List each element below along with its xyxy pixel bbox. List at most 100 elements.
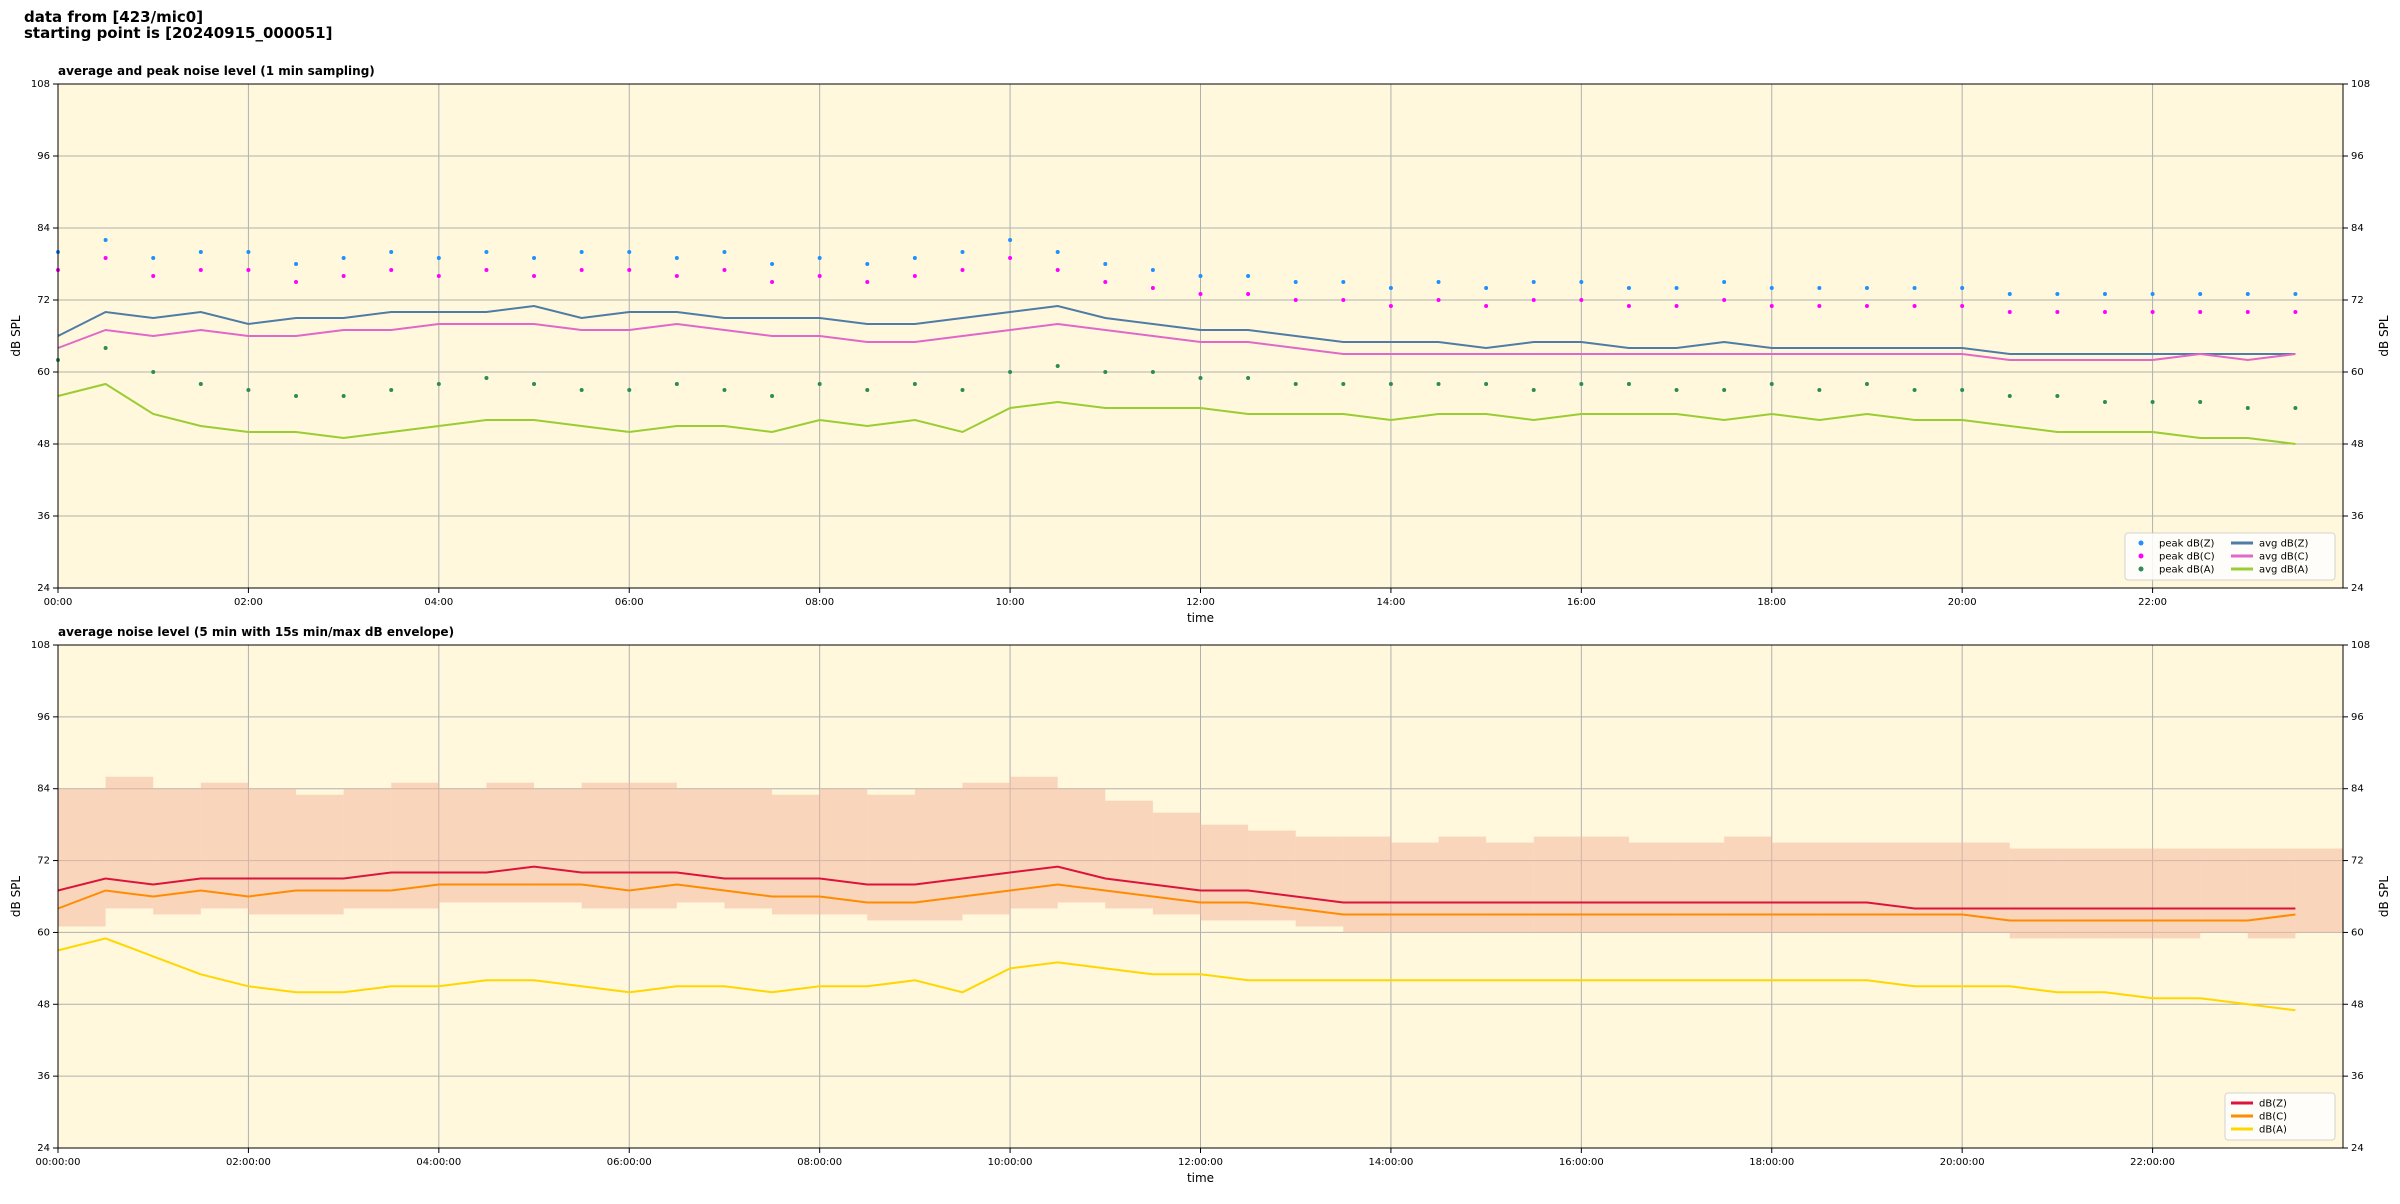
peak-dot: [341, 274, 346, 278]
x-tick-label: 12:00: [1186, 597, 1215, 608]
peak-dot: [532, 382, 537, 386]
x-tick-label: 20:00:00: [1940, 1157, 1985, 1168]
peak-dot: [294, 262, 299, 266]
x-tick-label: 00:00:00: [36, 1157, 81, 1168]
y-tick-label: 48: [37, 999, 50, 1010]
peak-dot: [1864, 286, 1869, 290]
plot-frame: [57, 83, 2344, 589]
y-tick-label: 108: [2351, 79, 2370, 90]
peak-dot: [2102, 310, 2107, 314]
peak-dot: [1674, 388, 1679, 392]
series-line: [57, 322, 2296, 362]
envelope-band: [867, 794, 915, 921]
y-tick-label: 36: [37, 511, 50, 522]
peak-dot: [865, 262, 870, 266]
series-line: [57, 937, 2296, 1012]
peak-dot: [1769, 304, 1774, 308]
y-tick-label: 60: [37, 927, 50, 938]
peak-dot: [1960, 304, 1965, 308]
peak-dot: [1626, 286, 1631, 290]
peak-dot: [1008, 370, 1013, 374]
y-tick-label: 72: [37, 295, 50, 306]
envelope-band: [2009, 848, 2058, 939]
peak-dot: [1055, 268, 1060, 272]
y-tick-label: 84: [2351, 223, 2364, 234]
header-line: starting point is [20240915_000051]: [24, 24, 332, 42]
peak-dot: [436, 256, 441, 260]
peak-dot: [2007, 310, 2012, 314]
y-tick-label: 96: [37, 712, 50, 723]
envelope-band: [1771, 842, 1820, 933]
peak-dot: [722, 388, 727, 392]
peak-dot: [1626, 304, 1631, 308]
peak-dot: [579, 250, 584, 254]
envelope-band: [2247, 848, 2296, 939]
legend-marker: [2138, 566, 2144, 572]
peak-dot: [198, 382, 203, 386]
chart-title: average noise level (5 min with 15s min/…: [58, 625, 454, 639]
x-tick-label: 14:00: [1377, 597, 1406, 608]
envelope-band: [1676, 842, 1725, 933]
peak-dot: [1864, 304, 1869, 308]
legend-label: dB(Z): [2259, 1099, 2287, 1110]
x-tick-label: 08:00:00: [797, 1157, 842, 1168]
peak-dot: [103, 346, 108, 350]
peak-dot: [484, 250, 489, 254]
envelope-band: [819, 788, 868, 915]
peak-dot: [1341, 280, 1346, 284]
y-tick-label: 72: [37, 856, 50, 867]
envelope-band: [676, 788, 725, 903]
y-tick-label: 48: [2351, 999, 2364, 1010]
peak-dot: [151, 274, 156, 278]
y-tick-label: 48: [2351, 439, 2364, 450]
y-tick-label: 96: [2351, 712, 2364, 723]
legend-label: avg dB(C): [2259, 552, 2309, 563]
peak-dot: [1531, 298, 1536, 302]
x-tick-label: 18:00: [1757, 597, 1786, 608]
x-axis-label: time: [1187, 611, 1214, 625]
peak-dot: [341, 256, 346, 260]
envelope-band: [1438, 836, 1487, 933]
y-tick-label: 84: [37, 784, 50, 795]
peak-dot: [151, 370, 156, 374]
peak-dot: [1769, 382, 1774, 386]
peak-dot: [1198, 292, 1203, 296]
peak-dot: [1484, 286, 1489, 290]
peak-dot: [532, 274, 537, 278]
peak-dot: [151, 256, 156, 260]
x-tick-label: 14:00:00: [1368, 1157, 1413, 1168]
legend-label: peak dB(Z): [2159, 539, 2215, 550]
series-line: [57, 883, 2296, 922]
peak-dot: [1579, 382, 1584, 386]
peak-dot: [246, 268, 251, 272]
peak-dot: [960, 250, 965, 254]
peak-dot: [960, 388, 965, 392]
legend-label: dB(C): [2259, 1112, 2287, 1123]
peak-dot: [103, 238, 108, 242]
peak-dot: [722, 268, 727, 272]
y-tick-label: 24: [37, 1143, 50, 1154]
peak-dot: [484, 376, 489, 380]
envelope-band: [1581, 836, 1629, 933]
peak-dot: [2102, 292, 2107, 296]
peak-dot: [1722, 388, 1727, 392]
peak-dot: [1960, 286, 1965, 290]
y-tick-label: 60: [37, 367, 50, 378]
x-tick-label: 16:00: [1567, 597, 1596, 608]
plot-frame: [57, 644, 2344, 1149]
peak-dot: [1912, 286, 1917, 290]
peak-dot: [2007, 292, 2012, 296]
peak-dot: [1531, 388, 1536, 392]
y-tick-label: 36: [2351, 511, 2364, 522]
envelope-band: [724, 788, 773, 909]
x-tick-label: 18:00:00: [1749, 1157, 1794, 1168]
peak-dot: [1579, 298, 1584, 302]
peak-dot: [1341, 382, 1346, 386]
peak-dot: [1103, 280, 1108, 284]
peak-dot: [1722, 280, 1727, 284]
y-tick-label: 72: [2351, 295, 2364, 306]
envelope-band: [2057, 848, 2105, 939]
peak-dot: [579, 388, 584, 392]
peak-dot: [1531, 280, 1536, 284]
